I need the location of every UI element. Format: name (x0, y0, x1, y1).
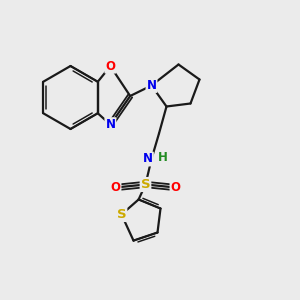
Text: O: O (110, 181, 121, 194)
Text: H: H (158, 151, 168, 164)
Text: O: O (170, 181, 181, 194)
Text: S: S (117, 208, 126, 221)
Text: O: O (105, 60, 116, 73)
Text: N: N (146, 79, 157, 92)
Text: S: S (141, 178, 150, 191)
Text: N: N (143, 152, 153, 166)
Text: N: N (105, 118, 116, 131)
